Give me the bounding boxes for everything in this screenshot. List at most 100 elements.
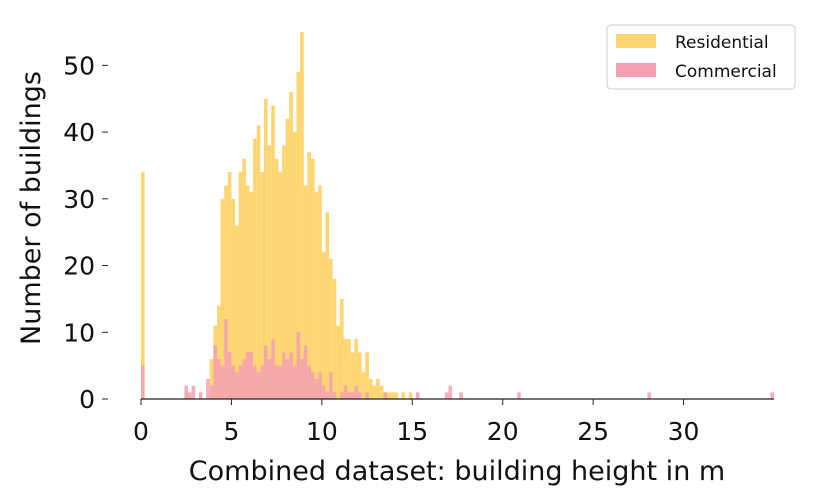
- legend-label-residential: Residential: [675, 33, 769, 53]
- commercial-bar: [231, 365, 236, 399]
- commercial-bar: [260, 365, 264, 399]
- residential-bar: [350, 352, 355, 399]
- residential-bar: [278, 172, 283, 399]
- legend-label-commercial: Commercial: [675, 62, 777, 82]
- residential-bar: [242, 158, 246, 399]
- y-axis-ticks: 0 10 20 30 40 50: [63, 51, 108, 414]
- residential-bar: [325, 212, 330, 399]
- commercial-bar: [311, 372, 315, 399]
- residential-bar: [209, 358, 214, 399]
- commercial-bar: [227, 352, 232, 399]
- residential-bar: [332, 278, 337, 399]
- commercial-bar: [256, 372, 261, 399]
- x-tick-label: 30: [668, 417, 700, 446]
- residential-bar: [220, 198, 225, 399]
- commercial-bar: [238, 365, 243, 399]
- commercial-bar: [459, 392, 463, 399]
- commercial-bar: [292, 365, 297, 399]
- commercial-bar: [282, 352, 286, 399]
- residential-bar: [379, 385, 384, 399]
- legend-swatch-residential: [616, 34, 656, 48]
- commercial-bar: [647, 392, 652, 399]
- residential-bar: [238, 172, 243, 399]
- commercial-bar: [267, 358, 272, 399]
- residential-bar: [227, 172, 232, 399]
- commercial-bar: [300, 358, 304, 399]
- commercial-bar: [245, 352, 250, 399]
- commercial-bar: [365, 392, 369, 399]
- legend-swatch-commercial: [616, 63, 656, 77]
- residential-bar: [235, 225, 239, 399]
- commercial-bar: [224, 318, 228, 399]
- residential-bar: [318, 185, 322, 399]
- residential-bar: [401, 392, 406, 399]
- commercial-bar: [271, 338, 275, 399]
- y-tick-label: 10: [63, 318, 95, 347]
- y-tick-label: 0: [79, 385, 95, 414]
- residential-bar: [358, 352, 362, 399]
- residential-bar: [311, 158, 315, 399]
- x-axis-ticks: 0 5 10 15 20 25 30: [133, 399, 699, 446]
- residential-bar: [141, 172, 145, 399]
- commercial-bar: [206, 378, 210, 399]
- residential-bar: [292, 132, 297, 399]
- residential-bar: [303, 185, 308, 399]
- y-tick-label: 30: [63, 185, 95, 214]
- commercial-bar: [448, 385, 453, 399]
- commercial-bar: [517, 392, 521, 399]
- x-tick-label: 25: [577, 417, 609, 446]
- commercial-bar: [198, 392, 203, 399]
- residential-bar: [394, 392, 398, 399]
- commercial-bar: [216, 358, 221, 399]
- commercial-bar: [354, 385, 359, 399]
- commercial-bar: [358, 392, 362, 399]
- residential-bar: [296, 72, 301, 399]
- residential-bar: [249, 192, 254, 399]
- commercial-bar: [307, 365, 312, 399]
- residential-bar: [343, 338, 348, 399]
- residential-bar: [274, 158, 279, 399]
- commercial-bar: [213, 345, 217, 399]
- y-tick-label: 50: [63, 51, 95, 80]
- commercial-bar: [253, 365, 257, 399]
- residential-bar: [285, 118, 290, 399]
- residential-bar: [314, 192, 319, 399]
- commercial-bar: [343, 385, 348, 399]
- x-tick-label: 10: [306, 417, 338, 446]
- commercial-bar: [444, 392, 449, 399]
- residential-bar: [256, 125, 261, 400]
- residential-bar: [307, 152, 312, 399]
- commercial-bar: [347, 392, 351, 399]
- x-tick-label: 0: [133, 417, 149, 446]
- residential-bar: [260, 172, 264, 399]
- residential-bars: [141, 32, 413, 400]
- x-tick-label: 15: [396, 417, 428, 446]
- residential-bar: [282, 145, 286, 399]
- commercial-bar: [350, 392, 355, 399]
- residential-bar: [321, 252, 326, 399]
- commercial-bar: [321, 385, 326, 399]
- residential-bar: [224, 185, 228, 399]
- residential-bar: [253, 138, 257, 399]
- residential-bar: [372, 385, 377, 399]
- residential-bar: [390, 392, 395, 399]
- commercial-bar: [263, 345, 268, 399]
- commercial-bar: [249, 352, 254, 399]
- y-tick-label: 20: [63, 252, 95, 281]
- commercial-bar: [242, 358, 246, 399]
- residential-bar: [347, 338, 351, 399]
- residential-bar: [300, 32, 304, 399]
- x-axis-title: Combined dataset: building height in m: [189, 456, 725, 487]
- commercial-bar: [303, 345, 308, 399]
- residential-bar: [361, 372, 366, 399]
- commercial-bar: [285, 358, 290, 399]
- residential-bar: [245, 185, 250, 399]
- residential-bar: [339, 298, 344, 399]
- commercial-bar: [415, 392, 420, 399]
- commercial-bar: [274, 365, 279, 399]
- commercial-bar: [188, 392, 192, 399]
- residential-bar: [376, 378, 380, 399]
- commercial-bar: [289, 352, 293, 399]
- commercial-bar: [184, 385, 189, 399]
